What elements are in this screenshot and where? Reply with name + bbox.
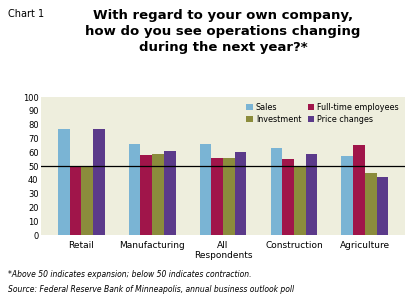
Bar xyxy=(199,144,211,235)
Bar xyxy=(211,158,223,235)
Bar xyxy=(58,129,69,235)
Bar xyxy=(164,151,176,235)
Bar xyxy=(377,177,388,235)
Bar xyxy=(223,158,235,235)
Bar xyxy=(140,155,152,235)
Bar xyxy=(235,152,247,235)
Bar xyxy=(129,144,140,235)
Bar xyxy=(282,159,294,235)
Bar xyxy=(365,173,377,235)
Bar xyxy=(294,166,306,235)
Text: With regard to your own company,
how do you see operations changing
during the n: With regard to your own company, how do … xyxy=(85,9,361,54)
Text: *Above 50 indicates expansion; below 50 indicates contraction.: *Above 50 indicates expansion; below 50 … xyxy=(8,270,252,280)
Text: Source: Federal Reserve Bank of Minneapolis, annual business outlook poll: Source: Federal Reserve Bank of Minneapo… xyxy=(8,285,294,294)
Bar xyxy=(81,166,93,235)
Bar xyxy=(342,156,353,235)
Text: Chart 1: Chart 1 xyxy=(8,9,44,19)
Bar xyxy=(93,129,104,235)
Bar xyxy=(69,166,81,235)
Bar xyxy=(306,154,317,235)
Bar xyxy=(271,148,282,235)
Legend: Sales, Investment, Full-time employees, Price changes: Sales, Investment, Full-time employees, … xyxy=(245,101,401,126)
Bar xyxy=(152,154,164,235)
Bar xyxy=(353,146,365,235)
